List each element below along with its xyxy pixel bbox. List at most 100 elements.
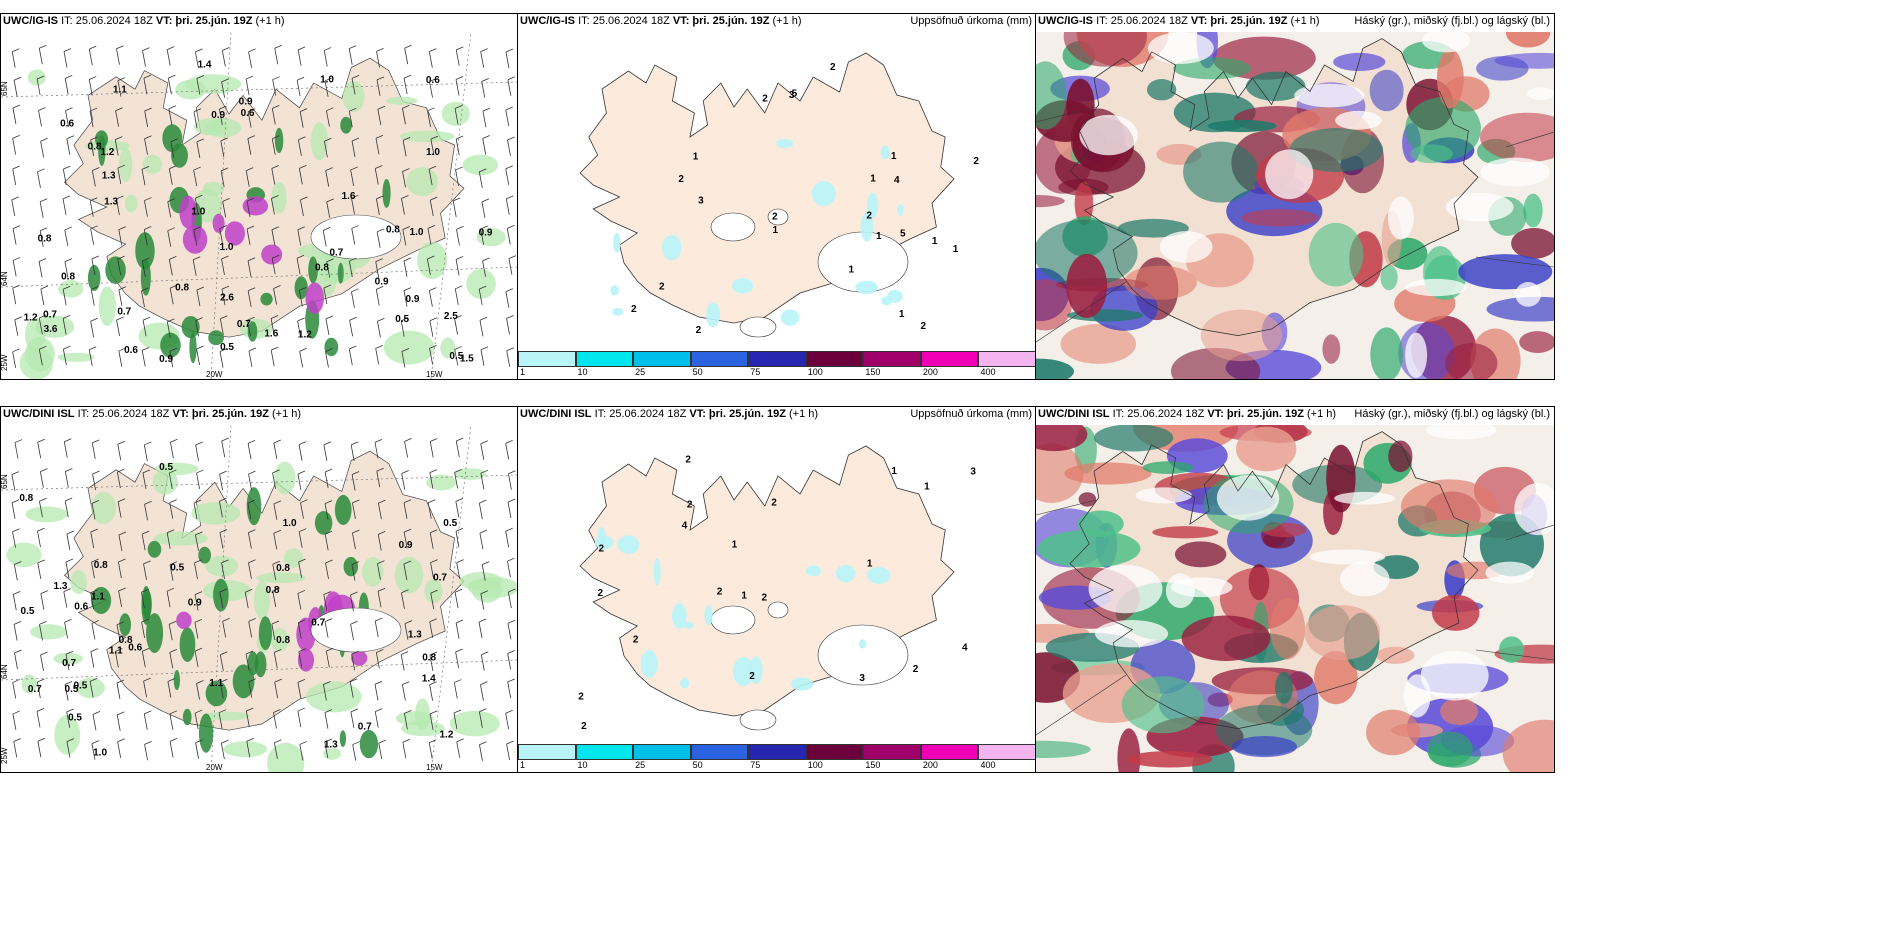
- wind-barb: [38, 349, 43, 366]
- precip-cell: [704, 605, 713, 626]
- wind-barb-flag: [115, 648, 123, 652]
- wind-barb: [221, 562, 225, 579]
- precip-heavy-cell: [213, 578, 229, 612]
- wind-barb-flag: [350, 591, 358, 596]
- precip-heavy-cell: [91, 586, 112, 614]
- wind-barb-flag: [374, 439, 383, 443]
- wind-barb-flag: [505, 106, 513, 111]
- wind-barb-flag: [479, 168, 487, 173]
- wind-barb-flag: [429, 317, 438, 322]
- wind-barb-flag: [455, 527, 464, 532]
- wind-barb: [169, 713, 174, 730]
- wind-barb: [248, 681, 253, 698]
- cloud-layer-blob: [1426, 731, 1473, 767]
- wind-barb: [144, 504, 148, 521]
- precip-heavy-cell: [308, 256, 318, 284]
- wind-barb-flag: [116, 195, 124, 200]
- wind-barb: [247, 443, 252, 460]
- wind-barb-flag: [377, 105, 386, 110]
- wind-barb: [88, 49, 93, 66]
- wind-barb-flag: [300, 108, 308, 112]
- wind-barb: [196, 472, 200, 490]
- precip-light-patch: [256, 572, 306, 584]
- wind-barb-flag: [453, 197, 461, 202]
- wind-barb: [374, 620, 379, 638]
- wind-barb: [429, 684, 434, 701]
- wind-barb: [428, 742, 433, 759]
- wind-barb: [221, 289, 226, 306]
- cloud-layer-blob: [1232, 736, 1298, 758]
- wind-barb-flag: [298, 648, 306, 653]
- wind-barb: [352, 502, 356, 519]
- wind-barb: [247, 111, 252, 128]
- wind-barb: [324, 712, 329, 729]
- wind-barb-flag: [167, 227, 175, 232]
- precip-cell: [867, 192, 879, 219]
- legend-swatch: [920, 744, 979, 760]
- wind-barb-flag: [65, 468, 73, 472]
- wind-barb: [455, 622, 460, 639]
- wind-barb: [246, 200, 251, 218]
- wind-barb: [89, 110, 94, 128]
- precip-value-label: 1: [932, 236, 938, 247]
- wind-barb: [219, 318, 224, 335]
- precip-value-label: 1.1: [113, 85, 127, 96]
- wind-barb: [144, 110, 149, 128]
- lon-label: 25W: [1, 747, 9, 764]
- precip-value-label: 1: [772, 225, 778, 236]
- wind-barb: [168, 624, 173, 641]
- wind-barb: [455, 651, 460, 669]
- wind-barb-flag: [117, 77, 126, 81]
- wind-barb: [401, 592, 405, 609]
- precip-value-label: 1.4: [198, 59, 212, 70]
- wind-barb: [37, 562, 42, 579]
- wind-barb: [64, 471, 69, 488]
- wind-barb: [507, 623, 512, 640]
- legend-swatch: [575, 744, 634, 760]
- wind-barb: [508, 473, 512, 490]
- wind-barb: [13, 564, 18, 581]
- wind-barb: [377, 591, 382, 608]
- precip-heavy-cell: [334, 494, 352, 525]
- wind-barb-flag: [92, 470, 100, 475]
- wind-barb: [480, 654, 485, 671]
- wind-barb-flag: [117, 440, 125, 445]
- precip-value-label: 1.0: [410, 227, 424, 238]
- wind-barb: [428, 51, 433, 68]
- wind-barb-flag: [351, 471, 360, 475]
- legend-tick-label: 10: [577, 760, 588, 770]
- wind-barb: [141, 290, 145, 308]
- wind-barb-flag: [12, 135, 20, 139]
- precip-light-patch: [152, 469, 178, 495]
- wind-barb: [219, 682, 224, 699]
- cloud-layer-blob: [1498, 636, 1525, 663]
- wind-barb: [454, 472, 459, 489]
- legend-swatch: [518, 744, 576, 760]
- precip-light-patch: [191, 501, 241, 525]
- wind-barb-flag: [455, 256, 464, 260]
- wind-barb: [429, 81, 433, 98]
- legend-swatch: [805, 351, 864, 367]
- wind-barb-flag: [196, 680, 204, 684]
- wind-barb: [427, 228, 432, 245]
- precip-value-label: 0.5: [170, 563, 184, 574]
- wind-barb-flag: [482, 107, 491, 112]
- wind-barb: [143, 563, 147, 580]
- wind-barb: [220, 170, 225, 187]
- wind-barb: [298, 561, 303, 579]
- precip-value-label: 0.5: [395, 314, 409, 325]
- wind-barb-flag: [142, 346, 150, 351]
- wind-barb-flag: [142, 257, 150, 262]
- precip-light-patch: [462, 154, 499, 176]
- wind-barb-flag: [297, 46, 306, 51]
- wind-barb-flag: [479, 708, 487, 713]
- wind-barb: [480, 473, 485, 490]
- wind-barb: [325, 170, 330, 187]
- precip-value-label: 1: [693, 151, 699, 162]
- wind-barb: [91, 170, 96, 187]
- precip-heavy-cell: [198, 546, 212, 564]
- precip-intense-cell: [212, 213, 225, 233]
- cloud-layer-blob: [1376, 646, 1415, 664]
- wind-barb: [12, 531, 16, 548]
- wind-barb-flag: [401, 195, 409, 199]
